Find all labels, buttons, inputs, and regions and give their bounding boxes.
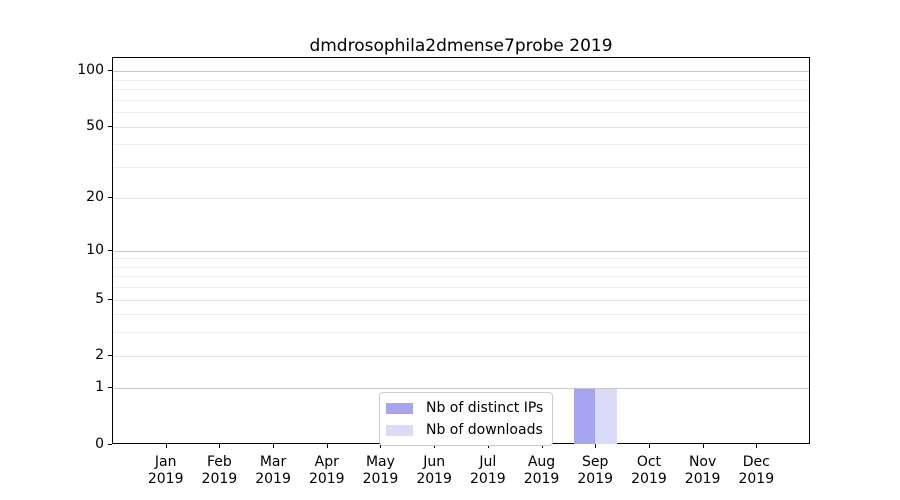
x-tick-label: Jul 2019 <box>448 454 528 488</box>
gridline <box>113 99 809 101</box>
x-tick-month: Nov <box>688 454 717 470</box>
bar-downloads <box>595 388 617 444</box>
y-tick <box>108 70 112 72</box>
x-tick <box>702 444 704 448</box>
x-tick-label: Sep 2019 <box>555 454 635 488</box>
gridline <box>113 250 809 252</box>
legend-row-downloads: Nb of downloads <box>386 421 543 439</box>
y-tick <box>108 443 112 445</box>
y-tick-label: 10 <box>86 241 104 258</box>
chart-title: dmdrosophila2dmense7probe 2019 <box>309 36 613 56</box>
x-tick-month: Jun <box>423 454 446 470</box>
x-tick-label: Apr 2019 <box>287 454 367 488</box>
gridline <box>113 79 809 81</box>
gridline <box>113 276 809 278</box>
x-tick-year: 2019 <box>308 471 345 487</box>
bar-distinct-ips <box>573 388 596 444</box>
x-tick-year: 2019 <box>255 471 291 487</box>
legend-label-distinct-ips: Nb of distinct IPs <box>426 400 544 416</box>
x-tick <box>326 444 328 448</box>
x-tick-label: Nov 2019 <box>663 454 743 488</box>
gridline <box>113 355 809 357</box>
y-tick <box>108 125 112 127</box>
gridline <box>113 299 809 301</box>
y-tick-label: 50 <box>86 117 104 134</box>
gridline <box>113 166 809 168</box>
x-tick-label: Jun 2019 <box>394 454 474 488</box>
gridline <box>113 198 809 200</box>
x-tick <box>595 444 597 448</box>
x-tick-month: Feb <box>206 454 232 470</box>
gridline <box>113 126 809 128</box>
x-tick <box>273 444 275 448</box>
x-tick <box>380 444 382 448</box>
y-tick-label: 100 <box>77 62 104 79</box>
x-tick-label: Dec 2019 <box>716 454 796 488</box>
gridline <box>113 314 809 316</box>
gridline <box>113 388 809 390</box>
x-tick-month: Sep <box>582 454 609 470</box>
x-tick-year: 2019 <box>416 471 452 487</box>
x-tick-month: May <box>365 454 395 470</box>
x-tick-label: Aug 2019 <box>502 454 582 488</box>
gridline <box>113 89 809 91</box>
gridline <box>113 144 809 146</box>
x-tick <box>756 444 758 448</box>
x-tick-year: 2019 <box>362 471 399 487</box>
x-tick-year: 2019 <box>631 471 667 487</box>
y-tick <box>108 197 112 199</box>
y-tick-label: 2 <box>95 346 104 363</box>
x-tick-label: Oct 2019 <box>609 454 689 488</box>
y-tick-label: 5 <box>95 290 104 307</box>
y-tick-label: 20 <box>86 189 104 206</box>
legend-row-distinct-ips: Nb of distinct IPs <box>386 399 543 417</box>
x-tick-year: 2019 <box>147 471 184 487</box>
x-tick-month: Oct <box>636 454 662 470</box>
y-tick-label: 1 <box>95 379 104 396</box>
x-tick-year: 2019 <box>684 471 721 487</box>
x-tick-year: 2019 <box>470 471 506 487</box>
x-tick-month: Mar <box>259 454 287 470</box>
x-tick-year: 2019 <box>201 471 238 487</box>
x-tick-year: 2019 <box>738 471 775 487</box>
x-tick <box>487 444 489 448</box>
gridline <box>113 287 809 289</box>
x-tick <box>165 444 167 448</box>
gridline <box>113 112 809 114</box>
x-tick-month: Aug <box>527 454 556 470</box>
x-tick-year: 2019 <box>523 471 560 487</box>
legend-swatch-downloads <box>386 424 413 436</box>
gridline <box>113 258 809 260</box>
x-tick-month: Dec <box>742 454 770 470</box>
x-tick-month: Jul <box>479 454 497 470</box>
gridline <box>113 332 809 334</box>
legend-label-downloads: Nb of downloads <box>426 422 543 438</box>
gridline <box>113 71 809 73</box>
x-tick <box>648 444 650 448</box>
y-tick <box>108 249 112 251</box>
x-tick-label: Feb 2019 <box>179 454 259 488</box>
y-tick <box>108 354 112 356</box>
legend-swatch-distinct-ips <box>386 402 413 414</box>
x-tick-label: Jan 2019 <box>126 454 206 488</box>
plot-area: Nb of distinct IPs Nb of downloads <box>112 57 810 446</box>
y-tick-label: 0 <box>95 435 104 452</box>
y-tick <box>108 387 112 389</box>
x-tick <box>541 444 543 448</box>
legend: Nb of distinct IPs Nb of downloads <box>379 392 554 446</box>
x-tick-label: Mar 2019 <box>233 454 313 488</box>
x-tick-month: Apr <box>314 454 339 470</box>
x-tick-month: Jan <box>154 454 177 470</box>
x-tick <box>219 444 221 448</box>
x-tick-year: 2019 <box>577 471 614 487</box>
gridline <box>113 266 809 268</box>
x-tick <box>434 444 436 448</box>
x-tick-label: May 2019 <box>340 454 420 488</box>
y-tick <box>108 298 112 300</box>
